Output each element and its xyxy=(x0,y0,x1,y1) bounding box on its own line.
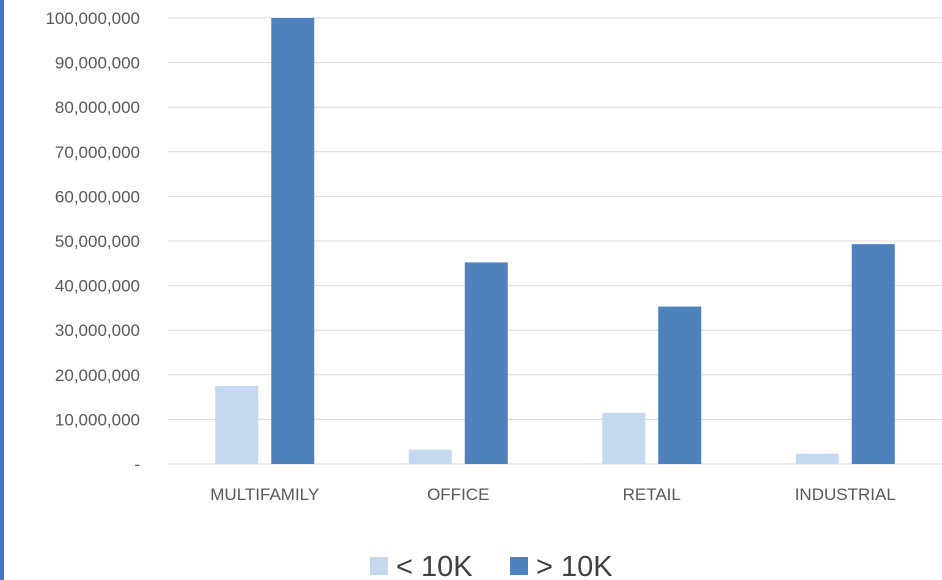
legend-label-series-1: < 10K xyxy=(396,551,473,580)
legend-swatch-series-1 xyxy=(370,557,388,575)
legend-label-series-2: > 10K xyxy=(536,551,613,580)
bar-retail-series-1 xyxy=(602,412,646,464)
legend-swatch-series-2 xyxy=(510,557,528,575)
y-tick-label: 70,000,000 xyxy=(55,143,140,162)
bar-office-series-1 xyxy=(408,449,452,464)
bars xyxy=(215,18,895,464)
x-tick-label: MULTIFAMILY xyxy=(210,485,319,504)
y-tick-label: - xyxy=(134,455,140,474)
y-axis: - 10,000,000 20,000,000 30,000,000 40,000,00… xyxy=(45,9,140,474)
y-tick-label: 50,000,000 xyxy=(55,232,140,251)
x-tick-label: OFFICE xyxy=(427,485,489,504)
legend: < 10K > 10K xyxy=(370,551,613,580)
x-tick-label: INDUSTRIAL xyxy=(795,485,896,504)
bar-multifamily-series-2 xyxy=(271,18,315,464)
y-tick-label: 30,000,000 xyxy=(55,321,140,340)
bar-multifamily-series-1 xyxy=(215,385,259,464)
x-axis: MULTIFAMILY OFFICE RETAIL INDUSTRIAL xyxy=(210,485,896,504)
y-tick-label: 10,000,000 xyxy=(55,410,140,429)
bar-industrial-series-1 xyxy=(795,453,839,464)
left-border xyxy=(0,0,4,580)
y-tick-label: 80,000,000 xyxy=(55,98,140,117)
y-tick-label: 20,000,000 xyxy=(55,366,140,385)
bar-office-series-2 xyxy=(464,262,508,464)
y-tick-label: 40,000,000 xyxy=(55,277,140,296)
bar-retail-series-2 xyxy=(658,306,702,464)
y-tick-label: 100,000,000 xyxy=(45,9,140,28)
bar-industrial-series-2 xyxy=(851,244,895,464)
x-tick-label: RETAIL xyxy=(623,485,681,504)
y-tick-label: 60,000,000 xyxy=(55,187,140,206)
y-tick-label: 90,000,000 xyxy=(55,54,140,73)
